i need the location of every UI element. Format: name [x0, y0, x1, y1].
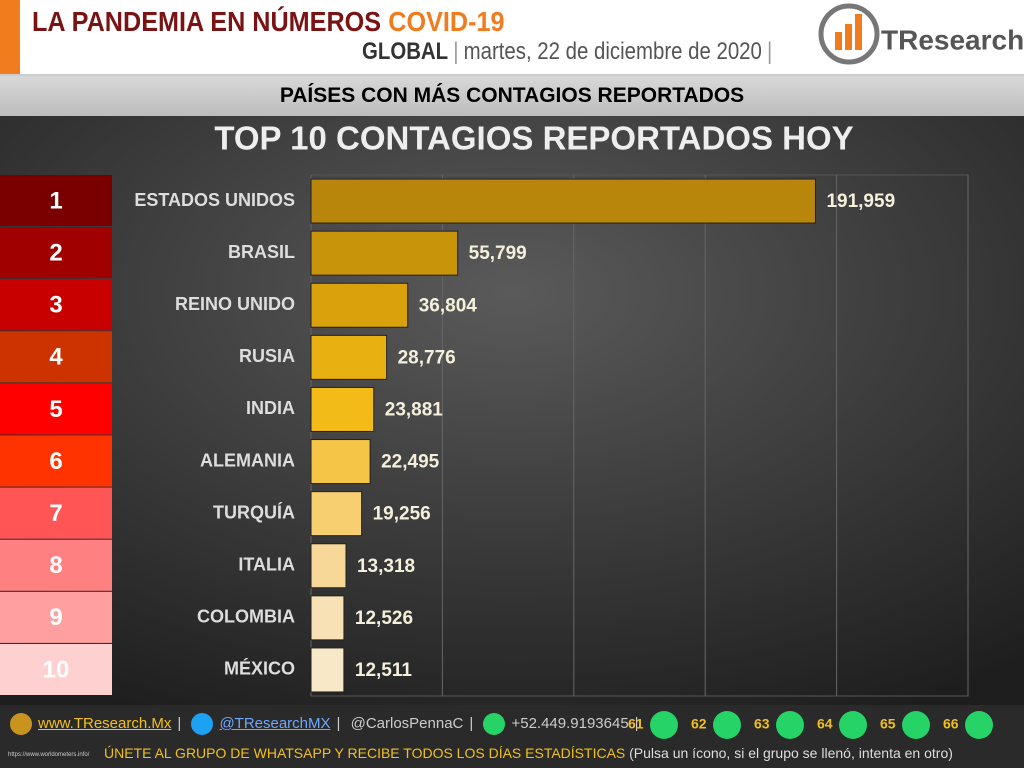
chart-title: TOP 10 CONTAGIOS REPORTADOS HOY	[214, 120, 853, 157]
footer: www.TResearch.Mx | @TResearchMX | @CarlosP…	[0, 705, 1024, 768]
cta: ÚNETE AL GRUPO DE WHATSAPP Y RECIBE TODO…	[104, 745, 953, 761]
bar	[310, 439, 371, 485]
phone[interactable]: +52.449.9193645	[511, 714, 629, 732]
group-number[interactable]: 65	[880, 715, 896, 732]
bar	[310, 386, 375, 432]
rank-box	[0, 435, 112, 487]
whatsapp-button[interactable]	[712, 711, 741, 739]
whatsapp-group[interactable]: 64	[817, 711, 871, 739]
date: martes, 22 de diciembre de 2020	[463, 38, 762, 65]
category-label: ITALIA	[238, 555, 295, 575]
category-label: TURQUÍA	[213, 501, 295, 522]
group-number[interactable]: 61	[628, 715, 644, 732]
logo-ring	[818, 3, 880, 65]
cta-text: ÚNETE AL GRUPO DE WHATSAPP Y RECIBE TODO…	[104, 745, 626, 761]
logo-text: TResearch	[881, 24, 1024, 55]
bar	[310, 595, 345, 641]
whatsapp-group[interactable]: 63	[754, 711, 808, 739]
group-number[interactable]: 63	[754, 715, 770, 732]
value-label: 22,495	[381, 452, 440, 473]
rank-label: 9	[49, 604, 62, 631]
source: https://www.worldometers.info/	[8, 752, 90, 758]
rank-box	[0, 487, 112, 539]
value-label: 19,256	[373, 504, 431, 525]
title-highlight: COVID-19	[388, 6, 505, 37]
value-label: 12,511	[355, 660, 412, 681]
rank-label: 1	[49, 187, 62, 214]
group-number[interactable]: 64	[817, 715, 833, 732]
bar	[310, 178, 816, 224]
whatsapp-group[interactable]: 66	[943, 711, 997, 739]
rank-label: 8	[49, 552, 62, 579]
category-label: ALEMANIA	[200, 450, 295, 470]
value-label: 28,776	[398, 347, 456, 368]
bar	[310, 230, 459, 276]
category-label: MÉXICO	[224, 658, 295, 679]
rank-label: 5	[49, 396, 62, 423]
website[interactable]: www.TResearch.Mx	[38, 714, 172, 732]
logo: TResearch	[818, 3, 1024, 65]
logo-bar	[845, 24, 852, 50]
web-icon	[10, 713, 32, 735]
whatsapp-group[interactable]: 65	[880, 711, 934, 739]
whatsapp-button[interactable]	[838, 711, 867, 739]
logo-bar	[855, 14, 862, 50]
twitter-icon	[191, 713, 214, 735]
rank-box	[0, 591, 112, 643]
scope: GLOBAL	[362, 38, 449, 65]
value-label: 36,804	[419, 295, 478, 316]
category-label: BRASIL	[228, 242, 295, 262]
category-label: RUSIA	[239, 346, 295, 366]
cta-note: (Pulsa un ícono, si el grupo se llenó, i…	[629, 745, 953, 761]
group-number[interactable]: 62	[691, 715, 707, 732]
value-label: 12,526	[355, 608, 413, 629]
rank-box	[0, 643, 112, 695]
header: LA PANDEMIA EN NÚMEROS COVID-19 GLOBAL | ma…	[0, 0, 1024, 76]
twitter[interactable]: @TResearchMX	[219, 714, 331, 732]
value-label: 23,881	[385, 399, 444, 420]
rank-label: 7	[49, 500, 62, 527]
bar	[310, 334, 388, 380]
rank-label: 6	[49, 448, 62, 475]
bar	[310, 491, 363, 537]
bar	[310, 647, 345, 693]
header-subtitle: GLOBAL | martes, 22 de diciembre de 2020 |	[362, 38, 773, 65]
whatsapp-button[interactable]	[775, 711, 804, 739]
rank-label: 4	[49, 344, 63, 371]
bar	[310, 543, 347, 589]
value-label: 55,799	[469, 243, 527, 264]
title: LA PANDEMIA EN NÚMEROS	[32, 6, 382, 37]
rank-box	[0, 227, 112, 279]
rank-box	[0, 539, 112, 591]
section-title: PAÍSES CON MÁS CONTAGIOS REPORTADOS	[0, 76, 1024, 116]
chart: TOP 10 CONTAGIOS REPORTADOS HOY 1 ESTADOS…	[0, 116, 1024, 705]
category-label: INDIA	[246, 398, 295, 418]
rank-label: 3	[49, 292, 62, 319]
rank-box	[0, 331, 112, 383]
category-label: REINO UNIDO	[175, 294, 295, 314]
whatsapp-button[interactable]	[901, 711, 930, 739]
accent-bar	[0, 0, 20, 74]
rank-box	[0, 279, 112, 331]
rank-box	[0, 175, 112, 227]
twitter-secondary[interactable]: @CarlosPennaC	[350, 714, 464, 732]
whatsapp-group[interactable]: 61	[628, 711, 682, 739]
bar	[310, 282, 409, 328]
contact-line: www.TResearch.Mx | @TResearchMX | @CarlosP…	[10, 713, 645, 735]
value-label: 13,318	[357, 556, 415, 577]
group-number[interactable]: 66	[943, 715, 959, 732]
rank-label: 2	[49, 239, 62, 266]
logo-bar	[835, 32, 842, 50]
rank-box	[0, 383, 112, 435]
value-label: 191,959	[826, 191, 895, 212]
category-label: ESTADOS UNIDOS	[134, 190, 295, 210]
whatsapp-icon	[483, 713, 506, 735]
whatsapp-button[interactable]	[964, 711, 993, 739]
whatsapp-group[interactable]: 62	[691, 711, 745, 739]
whatsapp-button[interactable]	[649, 711, 678, 739]
category-label: COLOMBIA	[197, 607, 295, 627]
rank-label: 10	[43, 656, 70, 683]
header-title: LA PANDEMIA EN NÚMEROS COVID-19	[32, 6, 505, 38]
